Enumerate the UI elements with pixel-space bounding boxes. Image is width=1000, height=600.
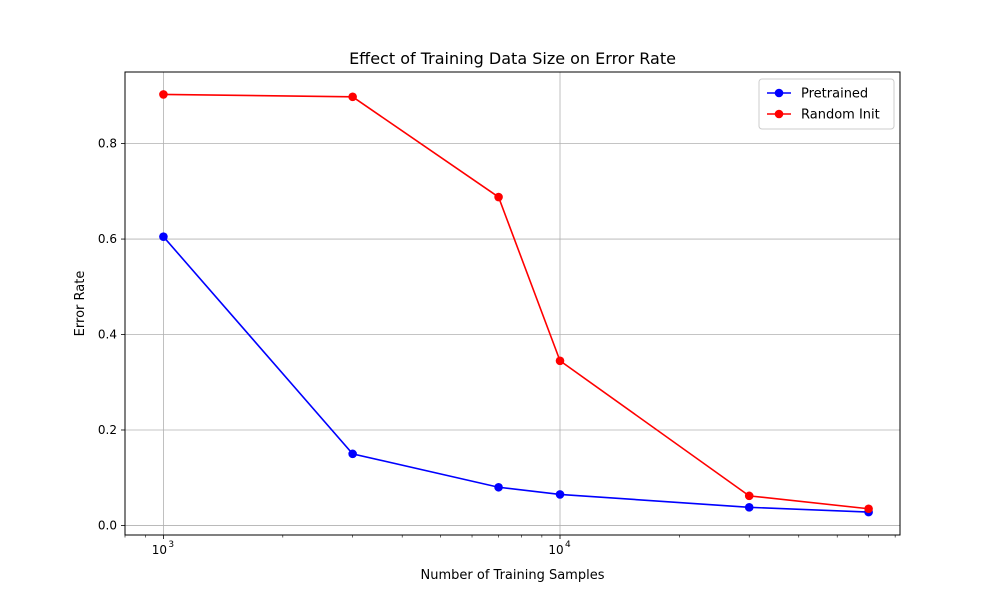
data-point-random-init (494, 192, 503, 202)
data-point-pretrained (494, 482, 503, 492)
plot-area-frame (124, 71, 901, 536)
x-tick-exponent: 3 (168, 540, 174, 550)
legend-label-pretrained: Pretrained (801, 87, 868, 102)
x-axis-title: Number of Training Samples (421, 568, 605, 583)
legend-label-random-init: Random Init (801, 108, 880, 123)
legend-box (758, 78, 895, 130)
x-tick-exponent: 4 (565, 540, 571, 550)
legend-marker-pretrained (774, 88, 784, 98)
series-line-pretrained (162, 236, 869, 513)
legend-marker-random-init (774, 109, 784, 119)
data-point-random-init (348, 92, 357, 102)
x-tick-label: 10 (152, 543, 167, 557)
data-point-pretrained (555, 490, 565, 499)
chart-title: Effect of Training Data Size on Error Ra… (349, 49, 676, 68)
data-point-random-init (555, 356, 565, 366)
data-point-random-init (744, 491, 754, 501)
axis-ticks: 0.00.20.40.60.810 3 10 4 (98, 137, 896, 557)
y-tick-label: 0.4 (98, 328, 117, 342)
x-tick-label: 10 (548, 543, 563, 557)
data-point-pretrained (744, 503, 754, 512)
y-tick-label: 0.0 (98, 518, 117, 532)
y-axis-title: Error Rate (73, 271, 88, 337)
y-tick-label: 0.8 (98, 137, 117, 151)
series-line-random-init (163, 93, 869, 510)
data-point-random-init (864, 504, 873, 514)
plot-series (159, 90, 873, 517)
data-point-random-init (159, 90, 168, 99)
data-point-pretrained (159, 232, 168, 241)
y-tick-label: 0.6 (98, 232, 117, 246)
legend: Pretrained Random Init (758, 78, 895, 130)
y-tick-label: 0.2 (98, 423, 117, 437)
data-point-pretrained (348, 449, 357, 459)
grid (125, 72, 900, 535)
